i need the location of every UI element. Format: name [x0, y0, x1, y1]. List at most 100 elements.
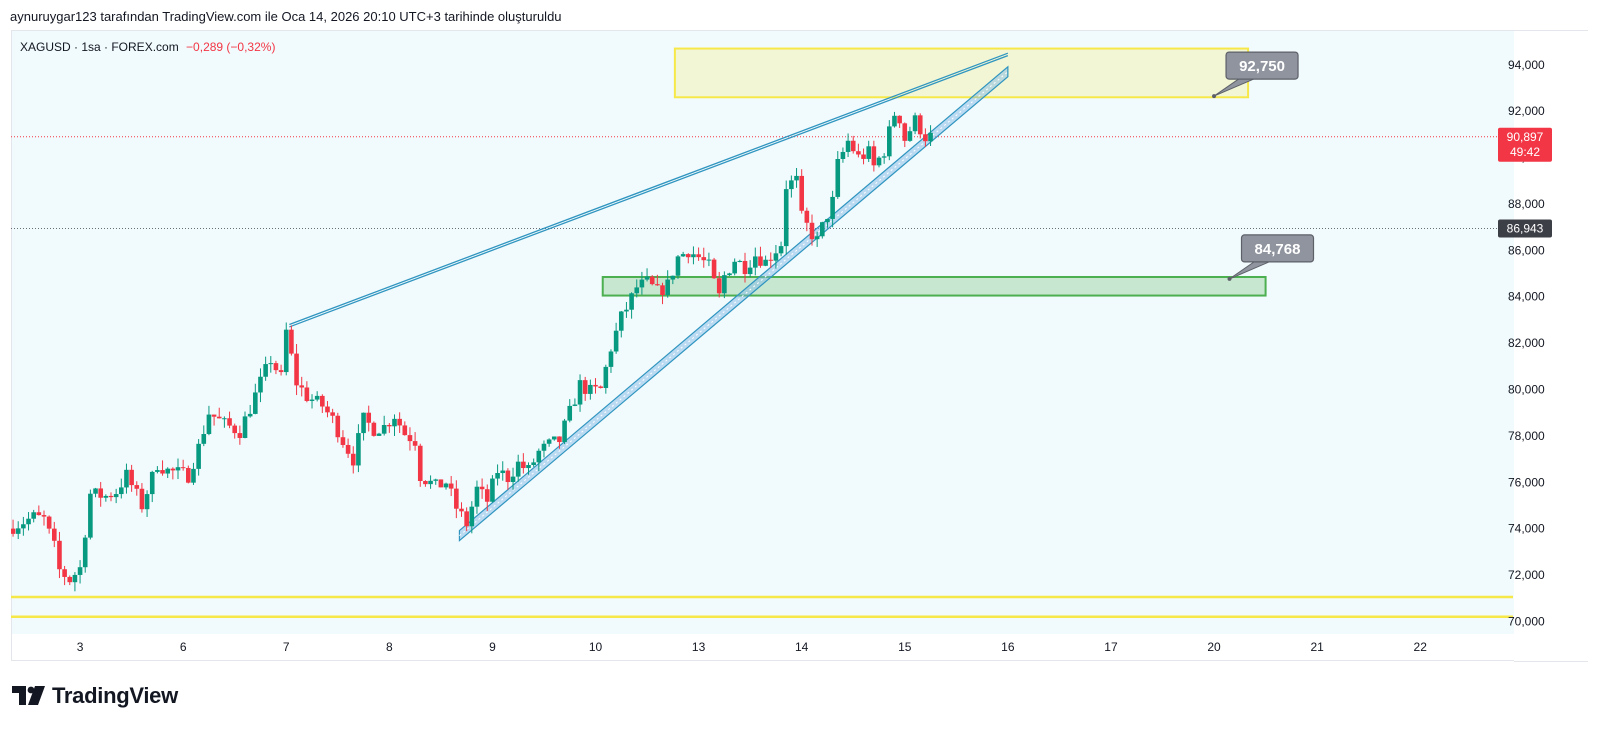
- candle-body-4: [31, 512, 36, 519]
- time-tick-label: 6: [180, 640, 187, 654]
- candle-body-20: [113, 494, 119, 498]
- candle-body-146: [763, 259, 768, 266]
- price-tick-label: 94,000: [1508, 58, 1545, 72]
- prev-close-label: 86,943: [1507, 221, 1544, 235]
- candle-body-48: [258, 376, 263, 393]
- candle-body-55: [294, 353, 299, 386]
- candle-body-176: [917, 115, 923, 135]
- candle-body-91: [479, 486, 485, 490]
- demand-zone: [601, 275, 1267, 297]
- time-axis-labels: 3 6 7 8 9 10 13 14 15 16 17 20 21 22: [77, 640, 1427, 654]
- candle-body-85: [448, 483, 454, 489]
- candle-body-86: [454, 488, 459, 509]
- candle-body-9: [57, 540, 62, 570]
- callout-anchor-dot: [1227, 276, 1232, 281]
- candle-body-169: [881, 156, 887, 158]
- candle-body-153: [799, 175, 804, 211]
- candle-body-15: [88, 493, 93, 538]
- candle-body-45: [242, 416, 248, 438]
- candle-body-41: [222, 418, 227, 420]
- candle-body-77: [407, 435, 413, 442]
- price-tick-label: 72,000: [1508, 568, 1545, 582]
- candle-body-140: [732, 261, 737, 274]
- candle-body-35: [191, 468, 196, 483]
- candle-body-36: [196, 443, 201, 469]
- candle-body-113: [593, 384, 598, 387]
- candle-body-65: [345, 444, 351, 454]
- candle-body-98: [515, 461, 521, 477]
- candle-body-75: [397, 418, 402, 426]
- time-axis[interactable]: [11, 634, 1515, 661]
- symbol-legend[interactable]: XAGUSD · 1sa · FOREX.com −0,289 (−0,32%): [20, 40, 275, 54]
- candle-body-133: [696, 254, 701, 258]
- candle-body-24: [134, 485, 140, 489]
- price-tick-label: 84,000: [1508, 290, 1545, 304]
- candle-body-115: [603, 366, 609, 389]
- candle-body-66: [350, 453, 356, 466]
- chart-attribution: aynuruygar123 tarafından TradingView.com…: [10, 9, 562, 24]
- time-tick-label: 9: [489, 640, 496, 654]
- candle-body-157: [820, 222, 825, 237]
- candle-body-106: [557, 436, 562, 443]
- price-tick-label: 76,000: [1508, 475, 1545, 489]
- candle-body-67: [356, 433, 361, 466]
- candle-body-149: [778, 246, 784, 254]
- candle-body-10: [62, 569, 67, 577]
- time-tick-label: 13: [692, 640, 706, 654]
- candle-body-174: [907, 131, 913, 141]
- candle-body-112: [588, 384, 593, 394]
- candle-body-52: [278, 370, 284, 373]
- candle-body-29: [160, 470, 165, 474]
- candle-body-151: [789, 180, 794, 190]
- candle-body-114: [598, 386, 603, 389]
- candle-body-158: [825, 218, 830, 223]
- candle-body-18: [103, 495, 109, 498]
- candle-body-38: [206, 414, 212, 435]
- candle-body-141: [737, 260, 743, 262]
- time-tick-label: 3: [77, 640, 84, 654]
- candle-body-33: [180, 467, 186, 469]
- candle-body-53: [283, 329, 289, 373]
- price-tick-label: 82,000: [1508, 336, 1545, 350]
- candle-body-73: [387, 425, 392, 427]
- candle-body-69: [366, 412, 372, 423]
- candle-body-154: [804, 210, 810, 223]
- resistance-trendline-1: [289, 52, 1009, 326]
- candle-body-100: [526, 465, 531, 469]
- candle-body-19: [108, 495, 114, 498]
- candle-body-166: [866, 146, 871, 159]
- candle-body-0: [11, 528, 16, 534]
- candle-body-46: [247, 413, 253, 417]
- candle-body-96: [505, 470, 511, 483]
- time-tick-label: 8: [386, 640, 393, 654]
- candle-body-139: [727, 273, 732, 276]
- time-tick-label: 17: [1104, 640, 1118, 654]
- price-callout-1: 92,750: [1212, 51, 1299, 99]
- time-tick-label: 7: [283, 640, 290, 654]
- candle-body-148: [773, 253, 779, 261]
- tradingview-logo: TradingView: [12, 683, 178, 709]
- candle-body-108: [567, 405, 573, 421]
- candle-body-17: [98, 488, 103, 498]
- candle-body-7: [46, 516, 52, 529]
- candle-body-150: [783, 189, 789, 247]
- price-change: −0,289 (−0,32%): [186, 40, 276, 54]
- candle-body-152: [794, 175, 799, 181]
- candle-body-80: [423, 480, 428, 485]
- candle-body-107: [562, 420, 567, 443]
- candle-body-105: [551, 436, 557, 440]
- candle-body-25: [139, 488, 145, 510]
- candle-body-68: [361, 412, 366, 434]
- candle-body-26: [144, 494, 150, 510]
- candle-body-161: [840, 151, 846, 160]
- candle-body-99: [521, 461, 526, 469]
- candle-body-40: [216, 416, 222, 419]
- candle-body-130: [680, 254, 686, 257]
- candle-body-59: [314, 395, 320, 400]
- candle-body-22: [124, 469, 129, 488]
- candle-body-28: [155, 470, 160, 472]
- candle-body-116: [608, 351, 614, 367]
- candle-body-64: [340, 437, 346, 445]
- candle-body-74: [392, 418, 397, 427]
